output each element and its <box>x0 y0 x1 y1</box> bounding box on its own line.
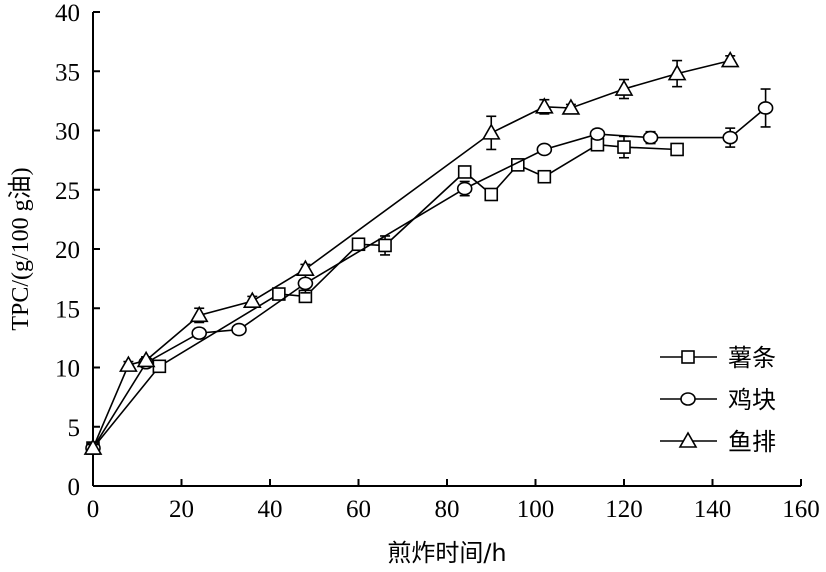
series-line <box>92 107 767 449</box>
data-point <box>642 130 659 145</box>
legend-item: 薯条 <box>660 344 776 372</box>
legend-label: 鸡块 <box>728 386 776 414</box>
data-point <box>536 142 553 157</box>
data-point <box>119 355 138 372</box>
legend-label: 薯条 <box>728 344 776 372</box>
data-point <box>189 305 209 323</box>
y-axis-title: TPC/(g/100 g油) <box>7 167 34 330</box>
data-point <box>617 140 631 154</box>
data-point <box>670 142 684 157</box>
data-point <box>231 322 247 337</box>
data-point <box>614 79 634 96</box>
data-point <box>136 350 156 368</box>
data-point <box>589 127 606 141</box>
data-point <box>484 187 499 202</box>
series-line <box>92 143 678 449</box>
x-tick-label: 80 <box>435 496 460 523</box>
x-axis-title: 煎炸时间/h <box>387 539 506 567</box>
data-point <box>456 181 473 196</box>
data-point <box>297 276 314 291</box>
legend-label: 鱼排 <box>728 428 776 456</box>
data-point <box>83 438 103 455</box>
y-tick-label: 35 <box>55 59 80 86</box>
data-point <box>191 326 207 340</box>
x-tick-label: 40 <box>258 496 283 523</box>
y-tick-label: 20 <box>55 237 80 264</box>
x-tick-label: 100 <box>517 496 555 523</box>
data-point <box>722 130 739 145</box>
x-tick-label: 0 <box>87 496 100 523</box>
x-tick-label: 20 <box>169 496 194 523</box>
y-tick-label: 15 <box>55 296 80 323</box>
data-point <box>757 101 774 115</box>
legend-marker <box>678 431 698 448</box>
data-point <box>561 98 581 115</box>
y-tick-label: 30 <box>55 119 80 146</box>
series-line <box>92 59 731 449</box>
legend-item: 鸡块 <box>660 386 776 414</box>
data-point <box>457 165 472 179</box>
data-point <box>378 238 392 253</box>
data-point <box>296 259 315 276</box>
data-point <box>534 97 554 114</box>
data-point <box>537 169 552 184</box>
data-point <box>720 50 740 68</box>
legend-item: 鱼排 <box>660 428 776 456</box>
data-point <box>152 359 167 374</box>
data-point <box>481 123 501 140</box>
series-group <box>83 50 774 455</box>
legend-marker <box>680 392 696 406</box>
y-tick-label: 10 <box>55 356 80 383</box>
x-tick-label: 140 <box>694 496 732 523</box>
y-tick-label: 25 <box>55 178 80 205</box>
y-tick-label: 5 <box>68 415 81 442</box>
series-square <box>86 135 684 455</box>
data-point <box>667 64 687 81</box>
y-tick-label: 40 <box>55 0 80 27</box>
series-triangle <box>83 50 740 455</box>
x-tick-label: 160 <box>782 496 820 523</box>
series-circle <box>85 88 774 455</box>
legend-marker <box>681 350 695 364</box>
axes <box>92 12 801 487</box>
data-point <box>272 287 286 301</box>
data-point <box>242 291 262 308</box>
data-point <box>351 237 366 252</box>
tick-group: 0 20 40 60 80 100 120 140 160 0 5 10 15 20 25 30 35 40 <box>55 0 820 523</box>
x-tick-label: 60 <box>346 496 371 523</box>
y-tick-label: 0 <box>68 474 81 501</box>
x-tick-label: 120 <box>605 496 643 523</box>
